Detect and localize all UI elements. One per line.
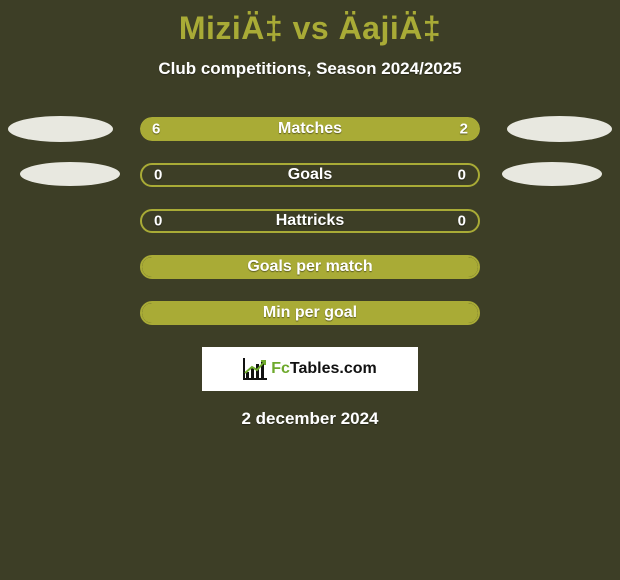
- stat-left-value: 6: [152, 121, 160, 138]
- stat-label: Goals: [288, 166, 332, 184]
- logo-text-dotcom: .com: [339, 360, 376, 377]
- player-left-avatar: [20, 162, 120, 186]
- stat-right-value: 0: [458, 213, 466, 230]
- stat-label: Matches: [278, 120, 342, 138]
- page-subtitle: Club competitions, Season 2024/2025: [158, 59, 461, 79]
- chart-icon: [243, 358, 267, 380]
- comparison-widget: MiziÄ‡ vs ÄajiÄ‡ Club competitions, Seas…: [0, 0, 620, 580]
- stat-bar-hattricks: 0 Hattricks 0: [140, 209, 480, 233]
- stat-bar-matches: 6 Matches 2: [140, 117, 480, 141]
- stat-right-value: 0: [458, 167, 466, 184]
- stat-left-value: 0: [154, 213, 162, 230]
- logo-text-tables: Tables: [290, 360, 340, 377]
- player-right-avatar: [502, 162, 602, 186]
- stat-bar-mpg: Min per goal: [140, 301, 480, 325]
- stat-bar-goals: 0 Goals 0: [140, 163, 480, 187]
- stat-row-gpm: Goals per match: [0, 255, 620, 279]
- logo-text: FcTables.com: [271, 360, 377, 378]
- logo-text-fc: Fc: [271, 360, 290, 377]
- player-right-avatar: [507, 116, 612, 142]
- date-text: 2 december 2024: [241, 409, 378, 429]
- page-title: MiziÄ‡ vs ÄajiÄ‡: [179, 10, 441, 47]
- stat-rows: 6 Matches 2 0 Goals 0 0 Hattricks 0: [0, 117, 620, 325]
- player-left-avatar: [8, 116, 113, 142]
- stat-label: Hattricks: [276, 212, 344, 230]
- fill-left: [140, 117, 388, 141]
- stat-row-hattricks: 0 Hattricks 0: [0, 209, 620, 233]
- fctables-logo[interactable]: FcTables.com: [202, 347, 418, 391]
- stat-row-matches: 6 Matches 2: [0, 117, 620, 141]
- stat-label: Min per goal: [263, 304, 357, 322]
- stat-label: Goals per match: [247, 258, 372, 276]
- stat-bar-gpm: Goals per match: [140, 255, 480, 279]
- stat-right-value: 2: [460, 121, 468, 138]
- stat-left-value: 0: [154, 167, 162, 184]
- stat-row-mpg: Min per goal: [0, 301, 620, 325]
- stat-row-goals: 0 Goals 0: [0, 163, 620, 187]
